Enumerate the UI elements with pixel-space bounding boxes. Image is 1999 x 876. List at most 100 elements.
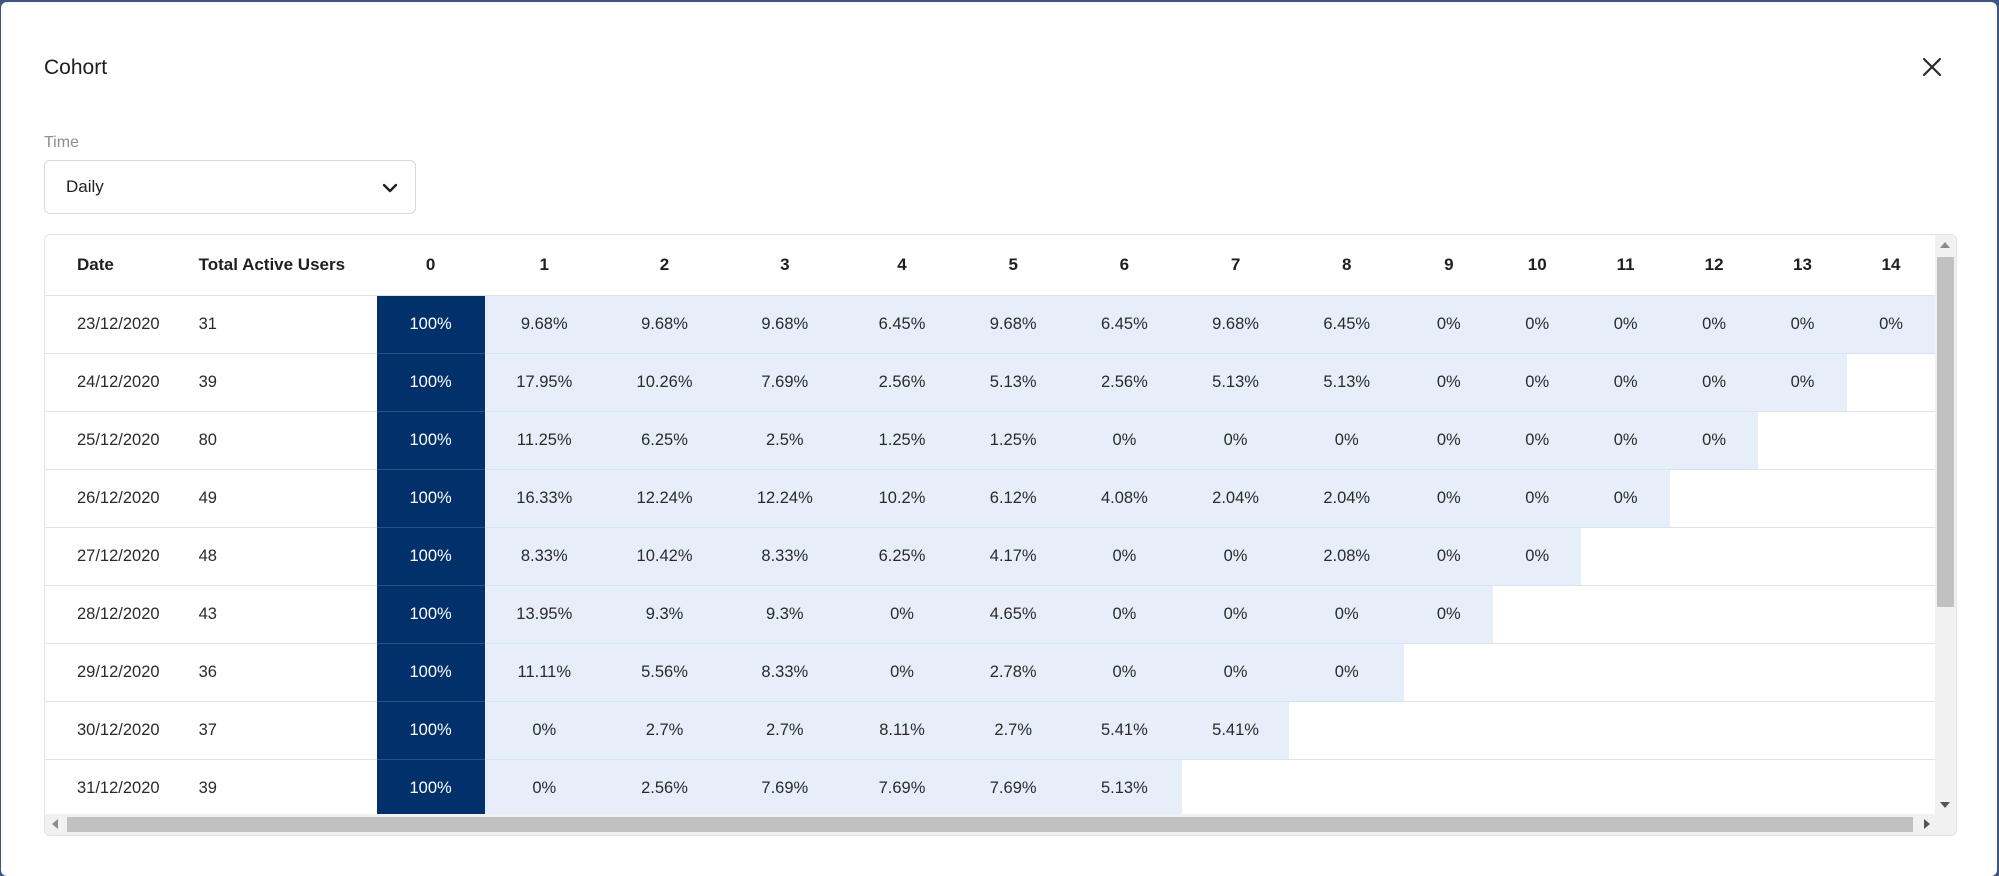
- cohort-cell-period-4: 8.11%: [844, 701, 960, 760]
- cohort-cell-period-0: 100%: [376, 353, 485, 412]
- cohort-cell-period-12: 0%: [1670, 353, 1759, 412]
- cohort-cell-period-3: 7.69%: [725, 759, 845, 818]
- header-period-5: 5: [959, 235, 1067, 296]
- header-period-14: 14: [1846, 235, 1935, 296]
- cohort-cell-period-9: 0%: [1404, 469, 1494, 528]
- cohort-cell-period-1: 11.25%: [484, 411, 604, 470]
- cohort-cell-period-0: 100%: [376, 295, 485, 354]
- cohort-cell-empty: [1846, 585, 1935, 644]
- cohort-cell-period-4: 0%: [844, 643, 960, 702]
- cohort-cell-period-6: 5.41%: [1066, 701, 1182, 760]
- table-header-row: Date Total Active Users 0 1 2 3 4 5 6 7 …: [45, 235, 1935, 296]
- cohort-cell-period-8: 5.13%: [1289, 353, 1405, 412]
- horizontal-scroll-thumb[interactable]: [67, 817, 1913, 832]
- vertical-scroll-thumb[interactable]: [1937, 257, 1954, 607]
- cohort-cell-period-9: 0%: [1404, 585, 1494, 644]
- cohort-cell-period-7: 0%: [1181, 643, 1290, 702]
- header-date: Date: [45, 235, 199, 296]
- cohort-cell-period-5: 4.17%: [959, 527, 1067, 586]
- cohort-cell-empty: [1581, 701, 1671, 760]
- cohort-cell-period-2: 10.42%: [603, 527, 726, 586]
- table-row: 25/12/2020 80 100% 11.25% 6.25% 2.5% 1.25% 1.25…: [45, 411, 1935, 470]
- cohort-cell-empty: [1758, 585, 1847, 644]
- cohort-cell-empty: [1289, 759, 1405, 818]
- cohort-cell-period-3: 8.33%: [725, 527, 845, 586]
- header-period-3: 3: [725, 235, 845, 296]
- cohort-cell-period-1: 16.33%: [484, 469, 604, 528]
- cohort-cell-period-11: 0%: [1581, 353, 1671, 412]
- table-row: 28/12/2020 43 100% 13.95% 9.3% 9.3% 0% 4.65% 0% 0…: [45, 585, 1935, 644]
- scroll-up-arrow-icon[interactable]: [1940, 242, 1950, 248]
- cohort-cell-empty: [1670, 643, 1759, 702]
- scroll-down-arrow-icon[interactable]: [1940, 802, 1950, 808]
- cohort-cell-period-10: 0%: [1493, 411, 1582, 470]
- cohort-cell-period-4: 0%: [844, 585, 960, 644]
- cohort-cell-period-2: 9.3%: [603, 585, 726, 644]
- cohort-cell-period-2: 6.25%: [603, 411, 726, 470]
- cohort-cell-period-7: 9.68%: [1181, 295, 1290, 354]
- table-row: 31/12/2020 39 100% 0% 2.56% 7.69% 7.69% 7.69% 5.…: [45, 759, 1935, 818]
- scroll-right-arrow-icon[interactable]: [1924, 819, 1930, 829]
- row-date: 28/12/2020: [45, 585, 199, 644]
- close-button[interactable]: [1919, 54, 1945, 80]
- cohort-cell-period-5: 9.68%: [959, 295, 1067, 354]
- cohort-cell-period-3: 7.69%: [725, 353, 845, 412]
- cohort-cell-period-0: 100%: [376, 643, 485, 702]
- row-total-active-users: 49: [198, 469, 377, 528]
- cohort-cell-empty: [1846, 643, 1935, 702]
- cohort-cell-empty: [1758, 411, 1847, 470]
- cohort-cell-period-5: 4.65%: [959, 585, 1067, 644]
- cohort-cell-period-0: 100%: [376, 527, 485, 586]
- time-label: Time: [44, 134, 79, 151]
- cohort-cell-period-5: 5.13%: [959, 353, 1067, 412]
- close-icon: [1922, 57, 1942, 77]
- vertical-scrollbar[interactable]: [1935, 235, 1956, 815]
- table-row: 23/12/2020 31 100% 9.68% 9.68% 9.68% 6.45% 9.68…: [45, 295, 1935, 354]
- cohort-cell-period-8: 6.45%: [1289, 295, 1405, 354]
- cohort-cell-period-5: 6.12%: [959, 469, 1067, 528]
- cohort-cell-period-2: 5.56%: [603, 643, 726, 702]
- cohort-cell-period-11: 0%: [1581, 295, 1671, 354]
- row-total-active-users: 80: [198, 411, 377, 470]
- cohort-cell-empty: [1758, 469, 1847, 528]
- row-total-active-users: 39: [198, 353, 377, 412]
- header-period-13: 13: [1758, 235, 1847, 296]
- cohort-cell-empty: [1846, 701, 1935, 760]
- horizontal-scrollbar[interactable]: [45, 814, 1956, 835]
- scroll-left-arrow-icon[interactable]: [52, 819, 58, 829]
- cohort-cell-period-5: 2.7%: [959, 701, 1067, 760]
- cohort-table: Date Total Active Users 0 1 2 3 4 5 6 7 …: [45, 235, 1935, 818]
- cohort-cell-empty: [1581, 643, 1671, 702]
- cohort-cell-period-12: 0%: [1670, 411, 1759, 470]
- cohort-cell-period-7: 5.13%: [1181, 353, 1290, 412]
- row-date: 31/12/2020: [45, 759, 199, 818]
- cohort-cell-empty: [1670, 759, 1759, 818]
- header-period-11: 11: [1581, 235, 1671, 296]
- table-row: 30/12/2020 37 100% 0% 2.7% 2.7% 8.11% 2.7% 5.41%…: [45, 701, 1935, 760]
- cohort-cell-period-6: 0%: [1066, 643, 1182, 702]
- header-period-1: 1: [484, 235, 604, 296]
- header-period-0: 0: [376, 235, 485, 296]
- cohort-cell-period-4: 6.45%: [844, 295, 960, 354]
- row-date: 26/12/2020: [45, 469, 199, 528]
- time-select[interactable]: Daily: [44, 160, 416, 214]
- cohort-cell-period-8: 2.08%: [1289, 527, 1405, 586]
- cohort-cell-empty: [1846, 411, 1935, 470]
- cohort-table-body: 23/12/2020 31 100% 9.68% 9.68% 9.68% 6.45% 9.68…: [45, 295, 1935, 818]
- cohort-cell-empty: [1493, 701, 1582, 760]
- cohort-cell-empty: [1404, 759, 1494, 818]
- cohort-cell-period-8: 0%: [1289, 643, 1405, 702]
- cohort-cell-period-1: 13.95%: [484, 585, 604, 644]
- cohort-cell-period-8: 0%: [1289, 411, 1405, 470]
- cohort-cell-period-10: 0%: [1493, 295, 1582, 354]
- cohort-cell-period-6: 0%: [1066, 527, 1182, 586]
- cohort-cell-period-1: 17.95%: [484, 353, 604, 412]
- cohort-cell-empty: [1846, 759, 1935, 818]
- cohort-cell-empty: [1181, 759, 1290, 818]
- cohort-cell-empty: [1493, 585, 1582, 644]
- header-period-4: 4: [844, 235, 960, 296]
- cohort-cell-period-0: 100%: [376, 585, 485, 644]
- header-period-2: 2: [603, 235, 726, 296]
- row-total-active-users: 43: [198, 585, 377, 644]
- cohort-cell-period-10: 0%: [1493, 527, 1582, 586]
